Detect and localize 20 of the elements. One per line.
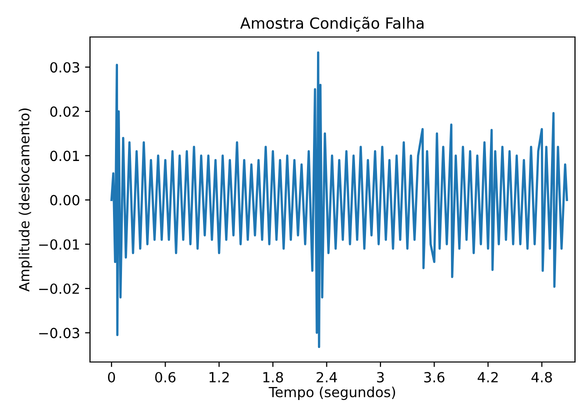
x-tick-label: 2.4 (316, 372, 337, 382)
x-tick-label: 3.6 (424, 372, 444, 382)
x-axis-title: Tempo (segundos) (268, 386, 396, 400)
y-tick-label: 0.02 (50, 106, 79, 117)
x-tick-label: 0.6 (155, 372, 176, 382)
x-tick-label: 4.8 (531, 372, 552, 382)
chart-title: Amostra Condição Falha (240, 16, 424, 32)
y-tick-label: −0.02 (39, 283, 79, 294)
x-tick-label: 1.2 (210, 372, 229, 382)
y-tick-label: −0.03 (39, 328, 80, 338)
x-tick-label: 4.2 (478, 372, 498, 382)
y-tick-label: 0.01 (50, 150, 79, 162)
y-tick-label: 0.00 (50, 194, 80, 206)
x-tick-label: 3 (377, 372, 384, 382)
y-tick-label: 0.03 (50, 62, 80, 73)
y-axis-title: Amplitude (deslocamento) (18, 108, 32, 292)
line-series (110, 51, 568, 348)
y-tick-label: −0.01 (39, 239, 79, 250)
x-tick-label: 0 (108, 372, 116, 382)
x-tick-label: 1.8 (263, 372, 283, 382)
